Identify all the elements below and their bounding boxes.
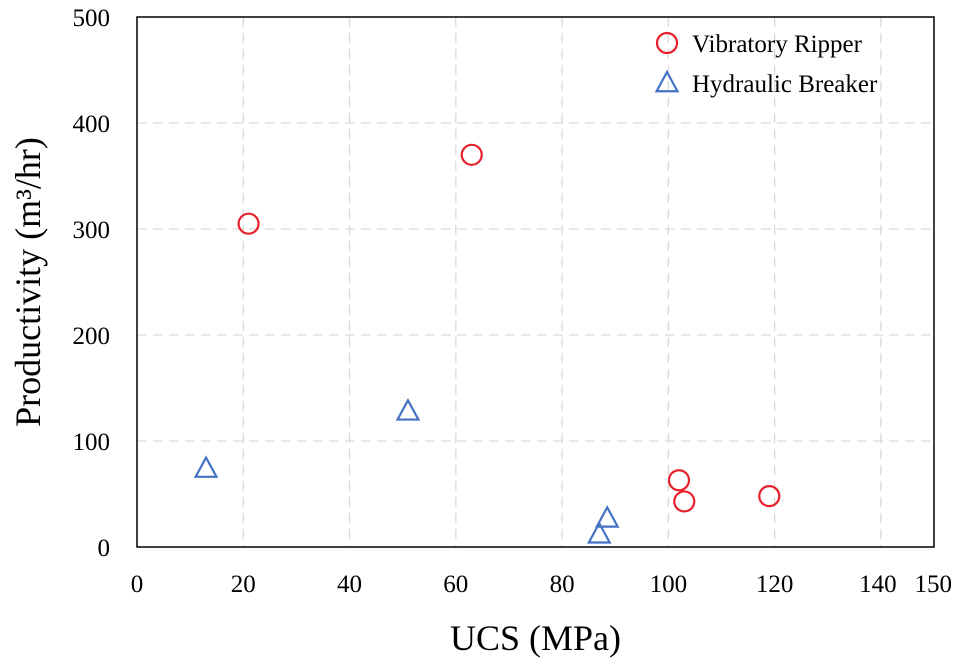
data-point-circle (667, 469, 691, 492)
gridlines (137, 17, 934, 547)
legend-item-vibratory-ripper: Vibratory Ripper (655, 31, 863, 58)
x-tick-label: 140 (859, 571, 897, 598)
legend-label-hydraulic-breaker: Hydraulic Breaker (692, 71, 878, 98)
y-tick-label: 300 (73, 217, 111, 244)
data-point-triangle (395, 398, 421, 421)
x-tick-label: 120 (756, 571, 794, 598)
plot-area-frame (136, 16, 935, 548)
x-tick-label: 0 (131, 571, 144, 598)
data-points (193, 143, 781, 544)
y-axis-title: Productivity (m³/hr) (8, 137, 48, 427)
data-point-circle (673, 490, 696, 513)
legend: Vibratory Ripper Hydraulic Breaker (654, 31, 878, 98)
tick-labels: 0 20 40 60 80 100 120 140 150 0 100 200 300 400 500 (73, 5, 953, 598)
x-tick-label: 100 (650, 571, 688, 598)
data-point-circle (237, 212, 260, 235)
data-point-triangle (586, 520, 612, 544)
x-axis-title: UCS (MPa) (450, 618, 621, 658)
legend-triangle-icon (654, 69, 680, 93)
y-tick-label: 100 (73, 429, 111, 456)
y-tick-label: 500 (73, 5, 111, 32)
legend-triangle-marker (654, 69, 680, 93)
data-point-triangle (193, 455, 219, 478)
y-tick-label: 400 (73, 111, 111, 138)
x-tick-label: 80 (550, 571, 575, 598)
y-tick-label: 0 (98, 535, 111, 562)
x-tick-label: 20 (231, 571, 256, 598)
legend-item-hydraulic-breaker: Hydraulic Breaker (654, 69, 878, 98)
x-tick-label: 40 (337, 571, 362, 598)
legend-circle-marker (655, 31, 679, 55)
x-tick-label: 150 (915, 571, 953, 598)
data-point-triangle (594, 505, 620, 528)
legend-circle-icon (655, 31, 679, 55)
y-tick-label: 200 (73, 323, 111, 350)
x-tick-label: 60 (443, 571, 468, 598)
legend-label-vibratory-ripper: Vibratory Ripper (692, 31, 863, 58)
data-point-circle (460, 143, 483, 166)
data-point-circle (758, 485, 781, 508)
